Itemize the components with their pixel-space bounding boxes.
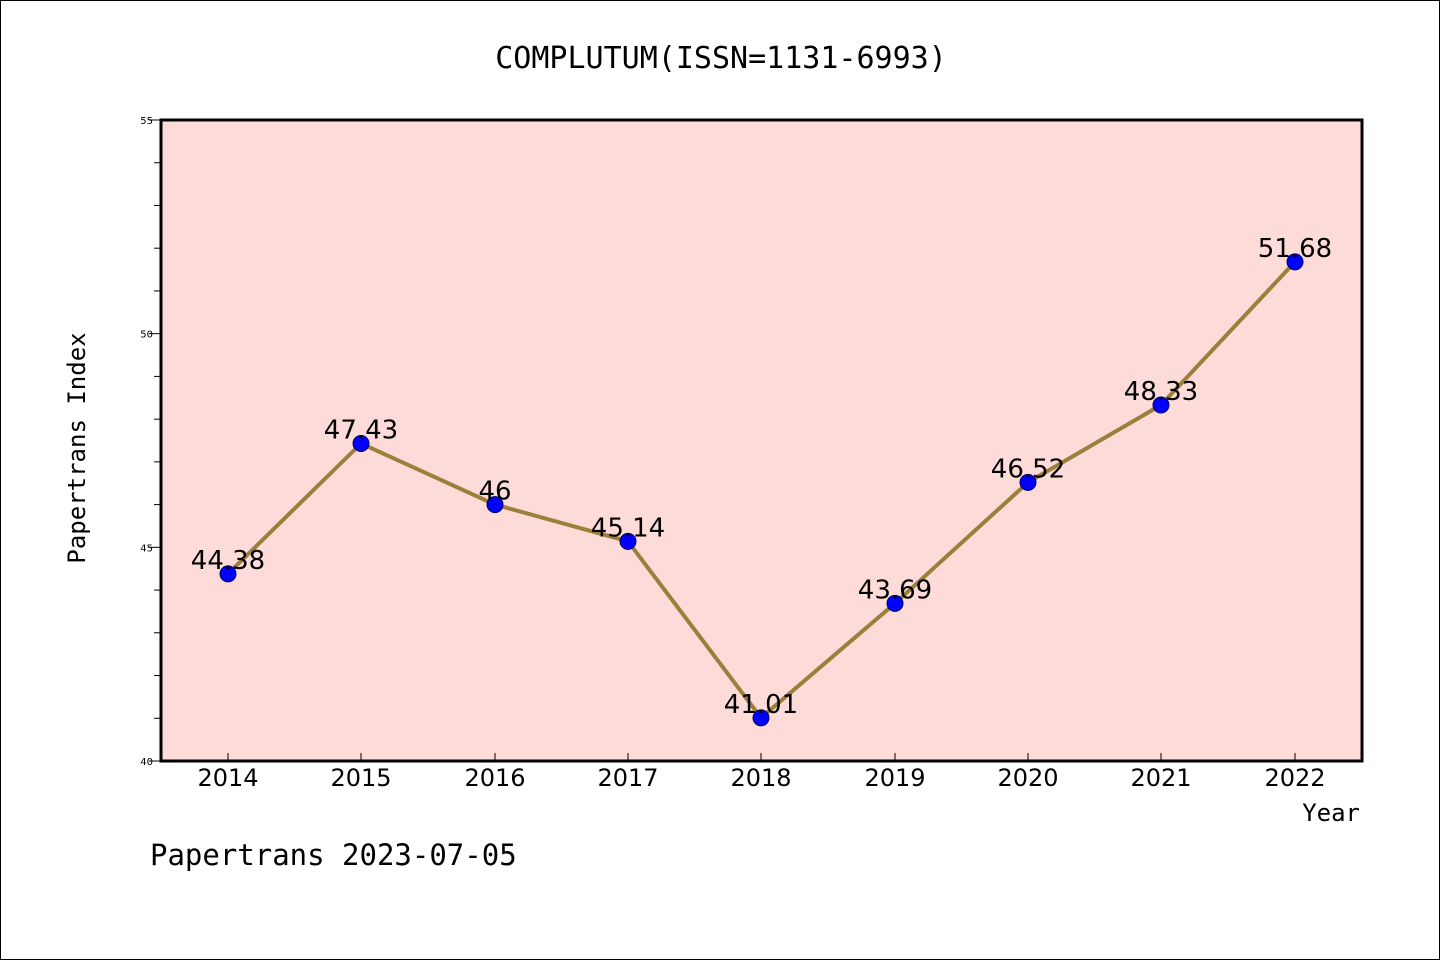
x-axis-title: Year	[1302, 799, 1360, 827]
x-tick-label: 2015	[330, 764, 391, 792]
data-label: 44.38	[191, 546, 265, 576]
y-tick-label: 45	[140, 543, 153, 554]
data-label: 46.52	[991, 454, 1065, 484]
x-tick-label: 2016	[464, 764, 525, 792]
x-tick-label: 2021	[1130, 764, 1191, 792]
data-point	[619, 532, 637, 550]
y-tick-label: 40	[140, 757, 153, 768]
data-label: 51.68	[1258, 234, 1332, 264]
x-tick-label: 2017	[597, 764, 658, 792]
x-tick-label: 2020	[997, 764, 1058, 792]
data-label: 48.33	[1124, 377, 1198, 407]
series-group: 44.38 47.43 46 45.14 41.01 43.69 46.52 48.33 51.…	[191, 234, 1332, 727]
data-point	[1152, 396, 1170, 414]
plot-frame	[159, 118, 1364, 763]
y-axis-title: Papertrans Index	[63, 332, 91, 563]
data-label: 47.43	[324, 415, 398, 445]
data-point	[1019, 473, 1037, 491]
x-axis: 2014 2015 2016 2017 2018 2019 2020 2021 2022	[197, 753, 1326, 792]
data-label: 43.69	[858, 575, 932, 605]
data-point	[752, 709, 770, 727]
data-point	[352, 434, 370, 452]
data-label: 46	[478, 477, 511, 507]
data-point	[486, 496, 504, 514]
data-label: 41.01	[724, 690, 798, 720]
y-tick-label: 50	[140, 330, 153, 341]
x-tick-label: 2019	[864, 764, 925, 792]
x-tick-label: 2022	[1264, 764, 1325, 792]
data-label: 45.14	[591, 513, 665, 543]
x-tick-label: 2018	[730, 764, 791, 792]
data-point	[219, 565, 237, 583]
data-point	[886, 594, 904, 612]
y-axis: 40 45 50 55	[140, 116, 161, 768]
footer-watermark: Papertrans 2023-07-05	[150, 838, 517, 872]
y-tick-label: 55	[140, 116, 153, 127]
data-point	[1286, 253, 1304, 271]
x-tick-label: 2014	[197, 764, 258, 792]
chart-title: COMPLUTUM(ISSN=1131-6993)	[495, 41, 947, 76]
